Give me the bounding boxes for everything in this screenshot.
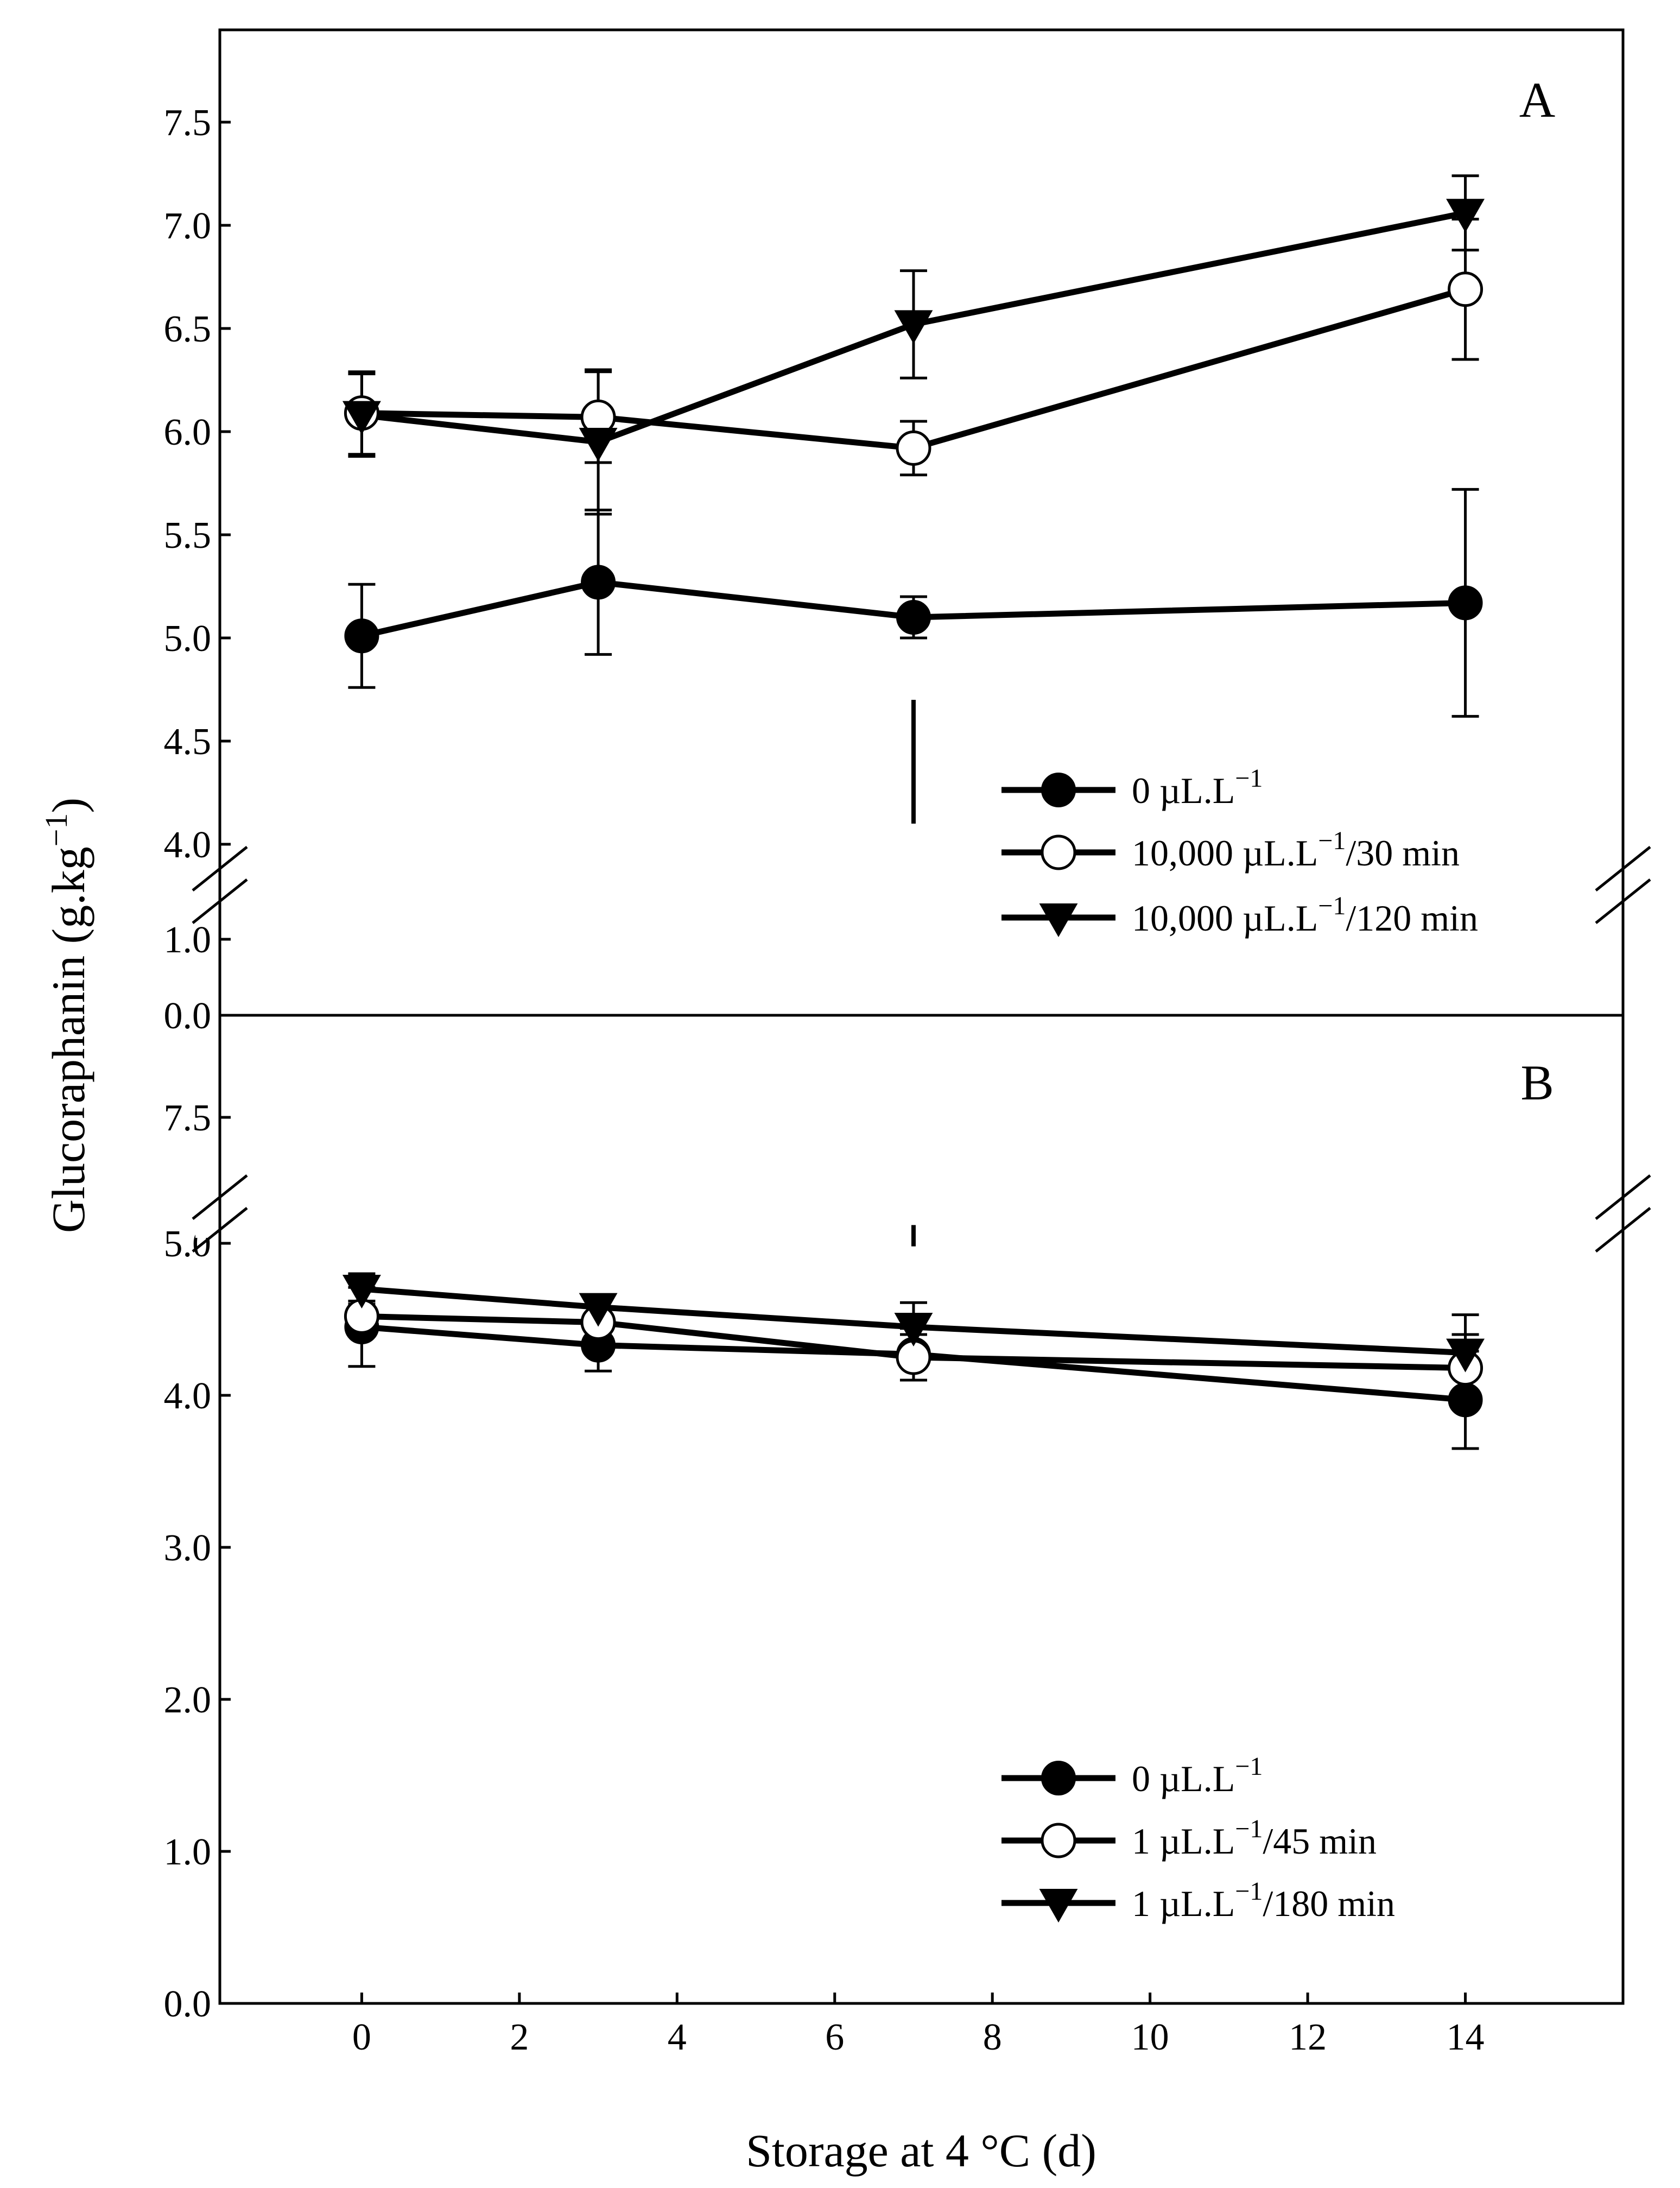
- x-tick-label: 14: [1447, 2016, 1485, 2058]
- panel-b-y-tick-label: 7.5: [164, 1097, 212, 1139]
- panel-a-y-tick-label: 4.0: [164, 824, 212, 866]
- panel-a-series-3-point: [1446, 199, 1485, 233]
- panel-a-y-tick-label: 7.5: [164, 102, 212, 144]
- panel-b-series-3-point: [1446, 1338, 1485, 1373]
- panel-b-legend-label: 1 µL.L−1/45 min: [1132, 1814, 1377, 1862]
- panel-a-legend-marker: [1041, 834, 1076, 870]
- panel-b-series-3-point: [894, 1313, 933, 1347]
- panel-b-label: B: [1520, 1055, 1554, 1110]
- panel-a-label: A: [1519, 72, 1555, 128]
- y-axis-title-close: ): [42, 798, 94, 813]
- panel-a-series-1-point: [581, 565, 616, 600]
- panel-a-y-tick-label: 5.0: [164, 618, 212, 660]
- y-axis-title-text: Glucoraphanin (g.kg: [42, 846, 94, 1233]
- panel-a-y-tick-label: 4.5: [164, 721, 212, 763]
- panel-a-series-3-point: [894, 310, 933, 344]
- panel-a-legend-marker: [1039, 903, 1078, 938]
- panel-a-legend-label: 0 µL.L−1: [1132, 764, 1263, 811]
- panel-a-plot: 0.0 1.0 4.0 4.5 5.0 5.5 6.0 6.5 7.0 7.5 0 µL.L−1 10…: [164, 102, 1651, 1037]
- x-tick-label: 6: [825, 2016, 844, 2058]
- panel-b-y-tick-label: 3.0: [164, 1527, 212, 1569]
- panel-b-series-3-point: [342, 1275, 381, 1309]
- panel-a-series-2-point: [1448, 271, 1484, 307]
- panel-b-legend-label: 0 µL.L−1: [1132, 1752, 1263, 1799]
- panel-a-series-2-line: [362, 286, 1467, 451]
- panel-a-y-tick-label: 7.0: [164, 205, 212, 247]
- panel-a-y-tick-label: 6.0: [164, 412, 212, 453]
- panel-a-legend-label: 10,000 µL.L−1/30 min: [1132, 826, 1460, 874]
- panel-b-legend-marker: [1041, 1761, 1076, 1795]
- panel-b-y-tick-label: 0.0: [164, 1983, 212, 2025]
- panel-b-series-3-line: [361, 1286, 1466, 1356]
- panel-a-series-2-point: [896, 430, 931, 466]
- x-tick-label: 12: [1289, 2016, 1327, 2058]
- panel-a-legend-label: 10,000 µL.L−1/120 min: [1132, 891, 1478, 939]
- panel-a-series-3-point: [342, 401, 381, 435]
- x-axis-title: Storage at 4 °C (d): [746, 2124, 1096, 2177]
- panel-a-series-1-line: [361, 579, 1466, 639]
- panel-a-series-1-point: [1448, 585, 1483, 621]
- panel-b-plot: 0.01.02.03.04.05.07.50 2 4 6 8 10 12 140 µL.L−1…: [164, 1097, 1651, 2058]
- x-tick-label: 8: [983, 2016, 1002, 2058]
- x-tick-label: 10: [1131, 2016, 1169, 2058]
- panel-b-legend-label: 1 µL.L−1/180 min: [1132, 1877, 1395, 1924]
- panel-b-y-tick-label: 2.0: [164, 1679, 212, 1721]
- x-tick-label: 2: [510, 2016, 529, 2058]
- panel-a-series-1-point: [896, 600, 931, 635]
- panel-b-legend-marker: [1041, 1823, 1076, 1858]
- panel-b-legend-marker: [1039, 1889, 1078, 1923]
- panel-a-series-3-line: [361, 210, 1466, 445]
- panel-a-y-tick-label: 1.0: [164, 919, 212, 961]
- x-tick-label: 4: [668, 2016, 687, 2058]
- panel-a-series-3-point: [579, 428, 618, 462]
- panel-b-series-2-line: [362, 1313, 1466, 1371]
- panel-a-y-tick-label: 5.5: [164, 515, 212, 557]
- panel-a-legend-marker: [1041, 773, 1076, 807]
- x-tick-label: 0: [352, 2016, 371, 2058]
- y-axis-title-superscript: −1: [39, 813, 74, 847]
- panel-b-series-3-point: [579, 1293, 618, 1327]
- panel-b-y-tick-label: 4.0: [164, 1375, 212, 1417]
- y-axis-title: Glucoraphanin (g.kg−1): [39, 798, 94, 1233]
- panel-a-series-1-point: [344, 618, 379, 654]
- panel-b-series-1-line: [361, 1324, 1466, 1403]
- panel-a-y-tick-label: 6.5: [164, 308, 212, 350]
- panel-a-y-tick-label: 0.0: [164, 995, 212, 1037]
- panel-b-y-tick-label: 1.0: [164, 1831, 212, 1873]
- panel-b-series-1-point: [1448, 1382, 1483, 1418]
